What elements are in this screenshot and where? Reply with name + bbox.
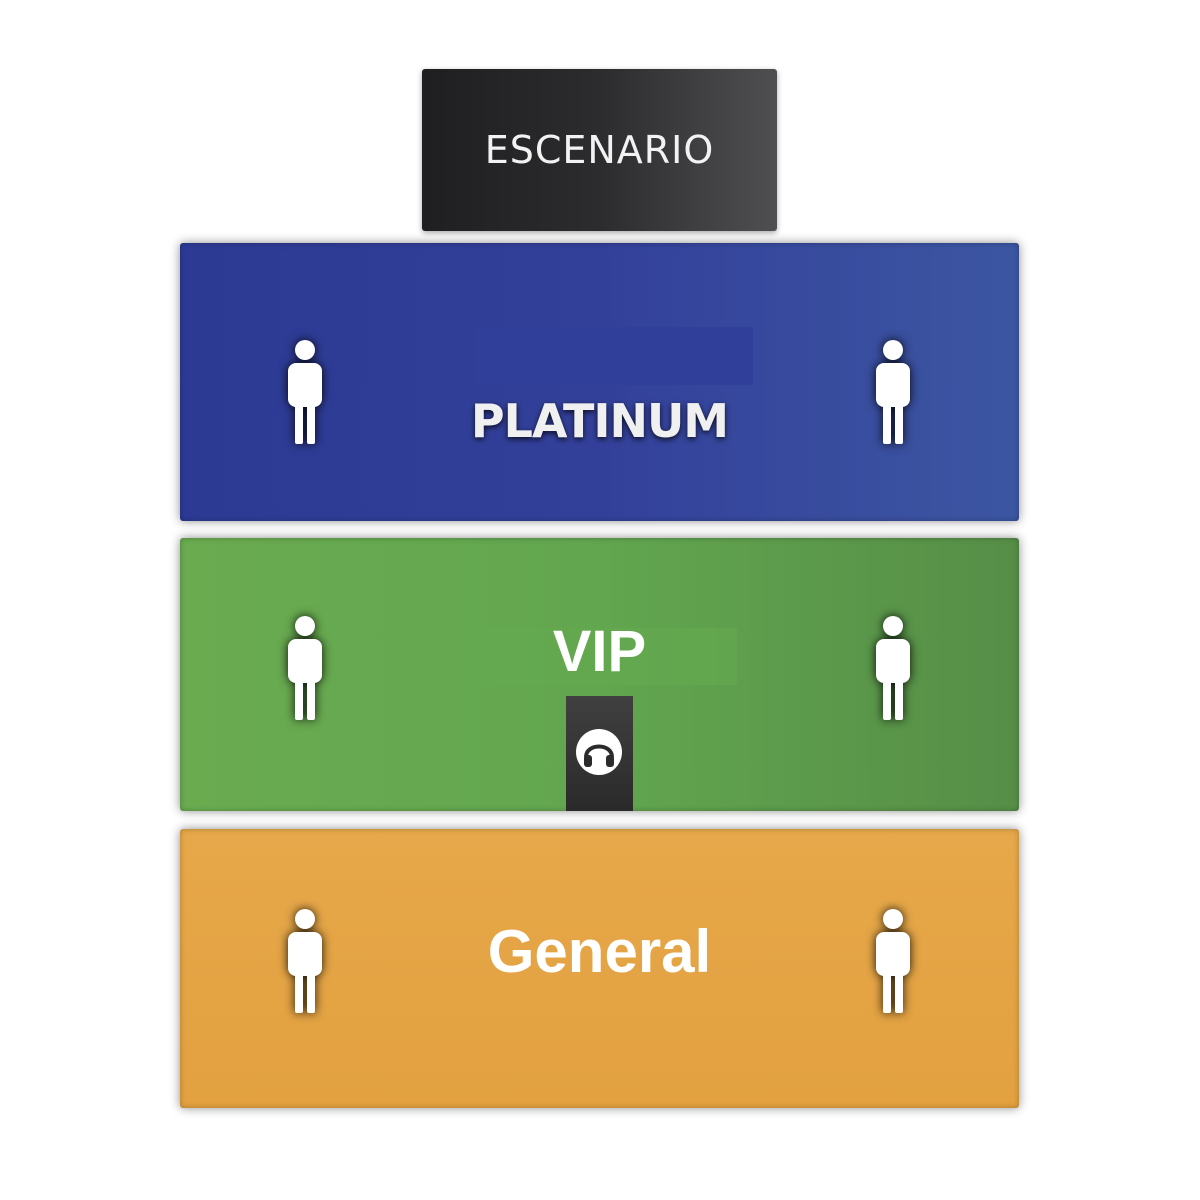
section-vip[interactable]: VIP xyxy=(180,538,1019,811)
section-general[interactable]: General xyxy=(180,829,1019,1108)
general-label: General xyxy=(487,918,712,985)
person-icon xyxy=(870,614,916,722)
person-icon xyxy=(282,614,328,722)
person-icon xyxy=(870,907,916,1015)
stage-block[interactable]: ESCENARIO xyxy=(422,69,777,231)
sound-booth[interactable] xyxy=(566,696,633,811)
person-icon xyxy=(282,907,328,1015)
person-icon xyxy=(282,338,328,446)
vip-label-band xyxy=(462,628,737,685)
vip-label: VIP xyxy=(552,619,647,684)
stage-label: ESCENARIO xyxy=(484,128,715,172)
platinum-label: PLATINUM xyxy=(470,394,729,448)
section-platinum[interactable]: PLATINUM xyxy=(180,243,1019,521)
headphones-icon xyxy=(576,729,622,775)
person-icon xyxy=(870,338,916,446)
platinum-label-band xyxy=(475,327,753,385)
